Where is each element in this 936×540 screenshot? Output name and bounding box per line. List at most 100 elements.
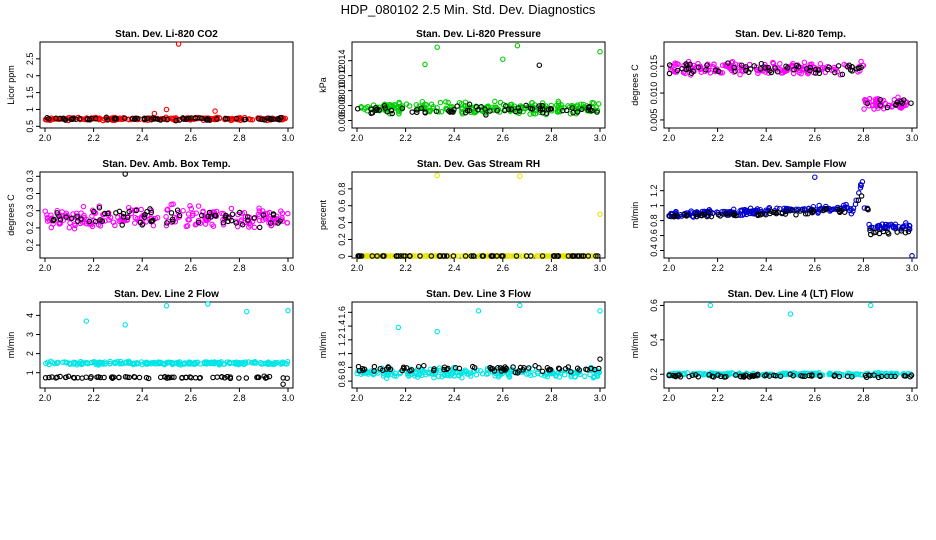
data-point (834, 68, 841, 75)
data-point (562, 366, 569, 372)
data-point (585, 104, 592, 111)
data-point (176, 117, 183, 123)
x-tick-label: 2.6 (809, 393, 822, 403)
outlier-point (395, 324, 402, 331)
y-tick-label: 0.010 (649, 82, 659, 105)
data-point (527, 372, 534, 379)
data-point (70, 374, 77, 381)
outlier-point (280, 381, 286, 387)
x-tick-label: 2.6 (497, 133, 510, 143)
data-point (196, 375, 203, 381)
x-tick-label: 3.0 (906, 393, 919, 403)
data-point (103, 114, 110, 121)
data-point (356, 367, 363, 374)
data-point (840, 202, 847, 209)
data-point (866, 95, 873, 102)
data-point (94, 374, 100, 380)
x-tick-label: 2.6 (809, 133, 822, 143)
outlier-point (434, 44, 440, 50)
data-point (595, 101, 602, 107)
data-point (512, 108, 519, 115)
data-point (523, 253, 530, 259)
data-point (671, 214, 677, 220)
data-point (220, 222, 227, 228)
data-point (444, 366, 450, 373)
outlier-point (175, 41, 182, 47)
data-point (567, 110, 574, 117)
outlier-point (285, 307, 291, 314)
y-tick-label: 0 (337, 254, 347, 259)
data-point (447, 109, 453, 115)
data-point (422, 110, 429, 116)
data-point (580, 105, 586, 111)
data-point (275, 115, 281, 122)
x-tick-label: 2.0 (351, 133, 364, 143)
data-point (835, 63, 842, 69)
data-point (884, 104, 891, 111)
data-point (490, 104, 496, 110)
x-tick-label: 2.6 (809, 263, 822, 273)
data-point (590, 100, 597, 106)
y-axis-label: ml/min (630, 332, 640, 359)
data-point (75, 218, 81, 224)
data-point (849, 64, 855, 70)
data-point (187, 374, 193, 380)
data-point (438, 108, 445, 115)
y-tick-label: 1.6 (337, 306, 347, 319)
data-point (233, 220, 239, 226)
x-tick-label: 3.0 (282, 393, 295, 403)
data-point (164, 220, 170, 226)
data-point (849, 373, 855, 380)
data-point (875, 374, 882, 381)
outlier-point (597, 308, 603, 314)
x-tick-label: 2.2 (87, 263, 100, 273)
x-tick-label: 2.0 (663, 133, 676, 143)
x-tick-label: 2.4 (448, 133, 461, 143)
data-point (793, 62, 800, 69)
data-point (116, 208, 123, 215)
data-point (73, 116, 79, 122)
outlier-point (434, 172, 440, 179)
data-point (72, 222, 78, 229)
data-point (176, 360, 183, 367)
data-point (74, 213, 80, 219)
data-point (141, 115, 148, 121)
data-point (393, 253, 399, 259)
y-tick-label: 0.4 (649, 244, 659, 257)
data-point (867, 227, 873, 234)
data-point (396, 99, 402, 106)
data-point (908, 372, 915, 379)
data-point (239, 221, 246, 228)
data-point (116, 374, 122, 381)
data-point (371, 363, 378, 370)
chart-panel-3: Stan. Dev. Li-820 Temp. degrees C 2.0 2.2 2.… (630, 29, 918, 143)
data-point (521, 365, 527, 371)
data-point (574, 109, 581, 115)
x-tick-label: 3.0 (282, 133, 295, 143)
y-tick-label: 1.4 (337, 320, 347, 333)
data-point (84, 116, 91, 122)
data-point (89, 213, 95, 219)
data-point (466, 101, 473, 108)
x-tick-label: 2.2 (399, 133, 412, 143)
data-point (471, 368, 478, 374)
data-point (808, 207, 814, 213)
data-point (284, 361, 290, 367)
data-point (801, 59, 808, 66)
data-point (284, 220, 291, 226)
outlier-point (151, 110, 158, 117)
data-point (491, 368, 498, 374)
data-point (800, 373, 806, 380)
y-axis-label: degrees C (630, 64, 640, 106)
data-point (355, 253, 361, 259)
data-point (116, 218, 123, 224)
data-point (679, 65, 685, 72)
outlier-point (517, 173, 523, 179)
data-point (252, 359, 258, 365)
data-point (157, 117, 164, 123)
y-tick-label: 2.5 (25, 53, 35, 66)
chart-panel-8: Stan. Dev. Line 3 Flow ml/min 2.0 2.2 2.4 2.6… (318, 289, 606, 403)
data-point (445, 99, 451, 106)
data-point (276, 117, 283, 123)
data-point (377, 365, 384, 372)
